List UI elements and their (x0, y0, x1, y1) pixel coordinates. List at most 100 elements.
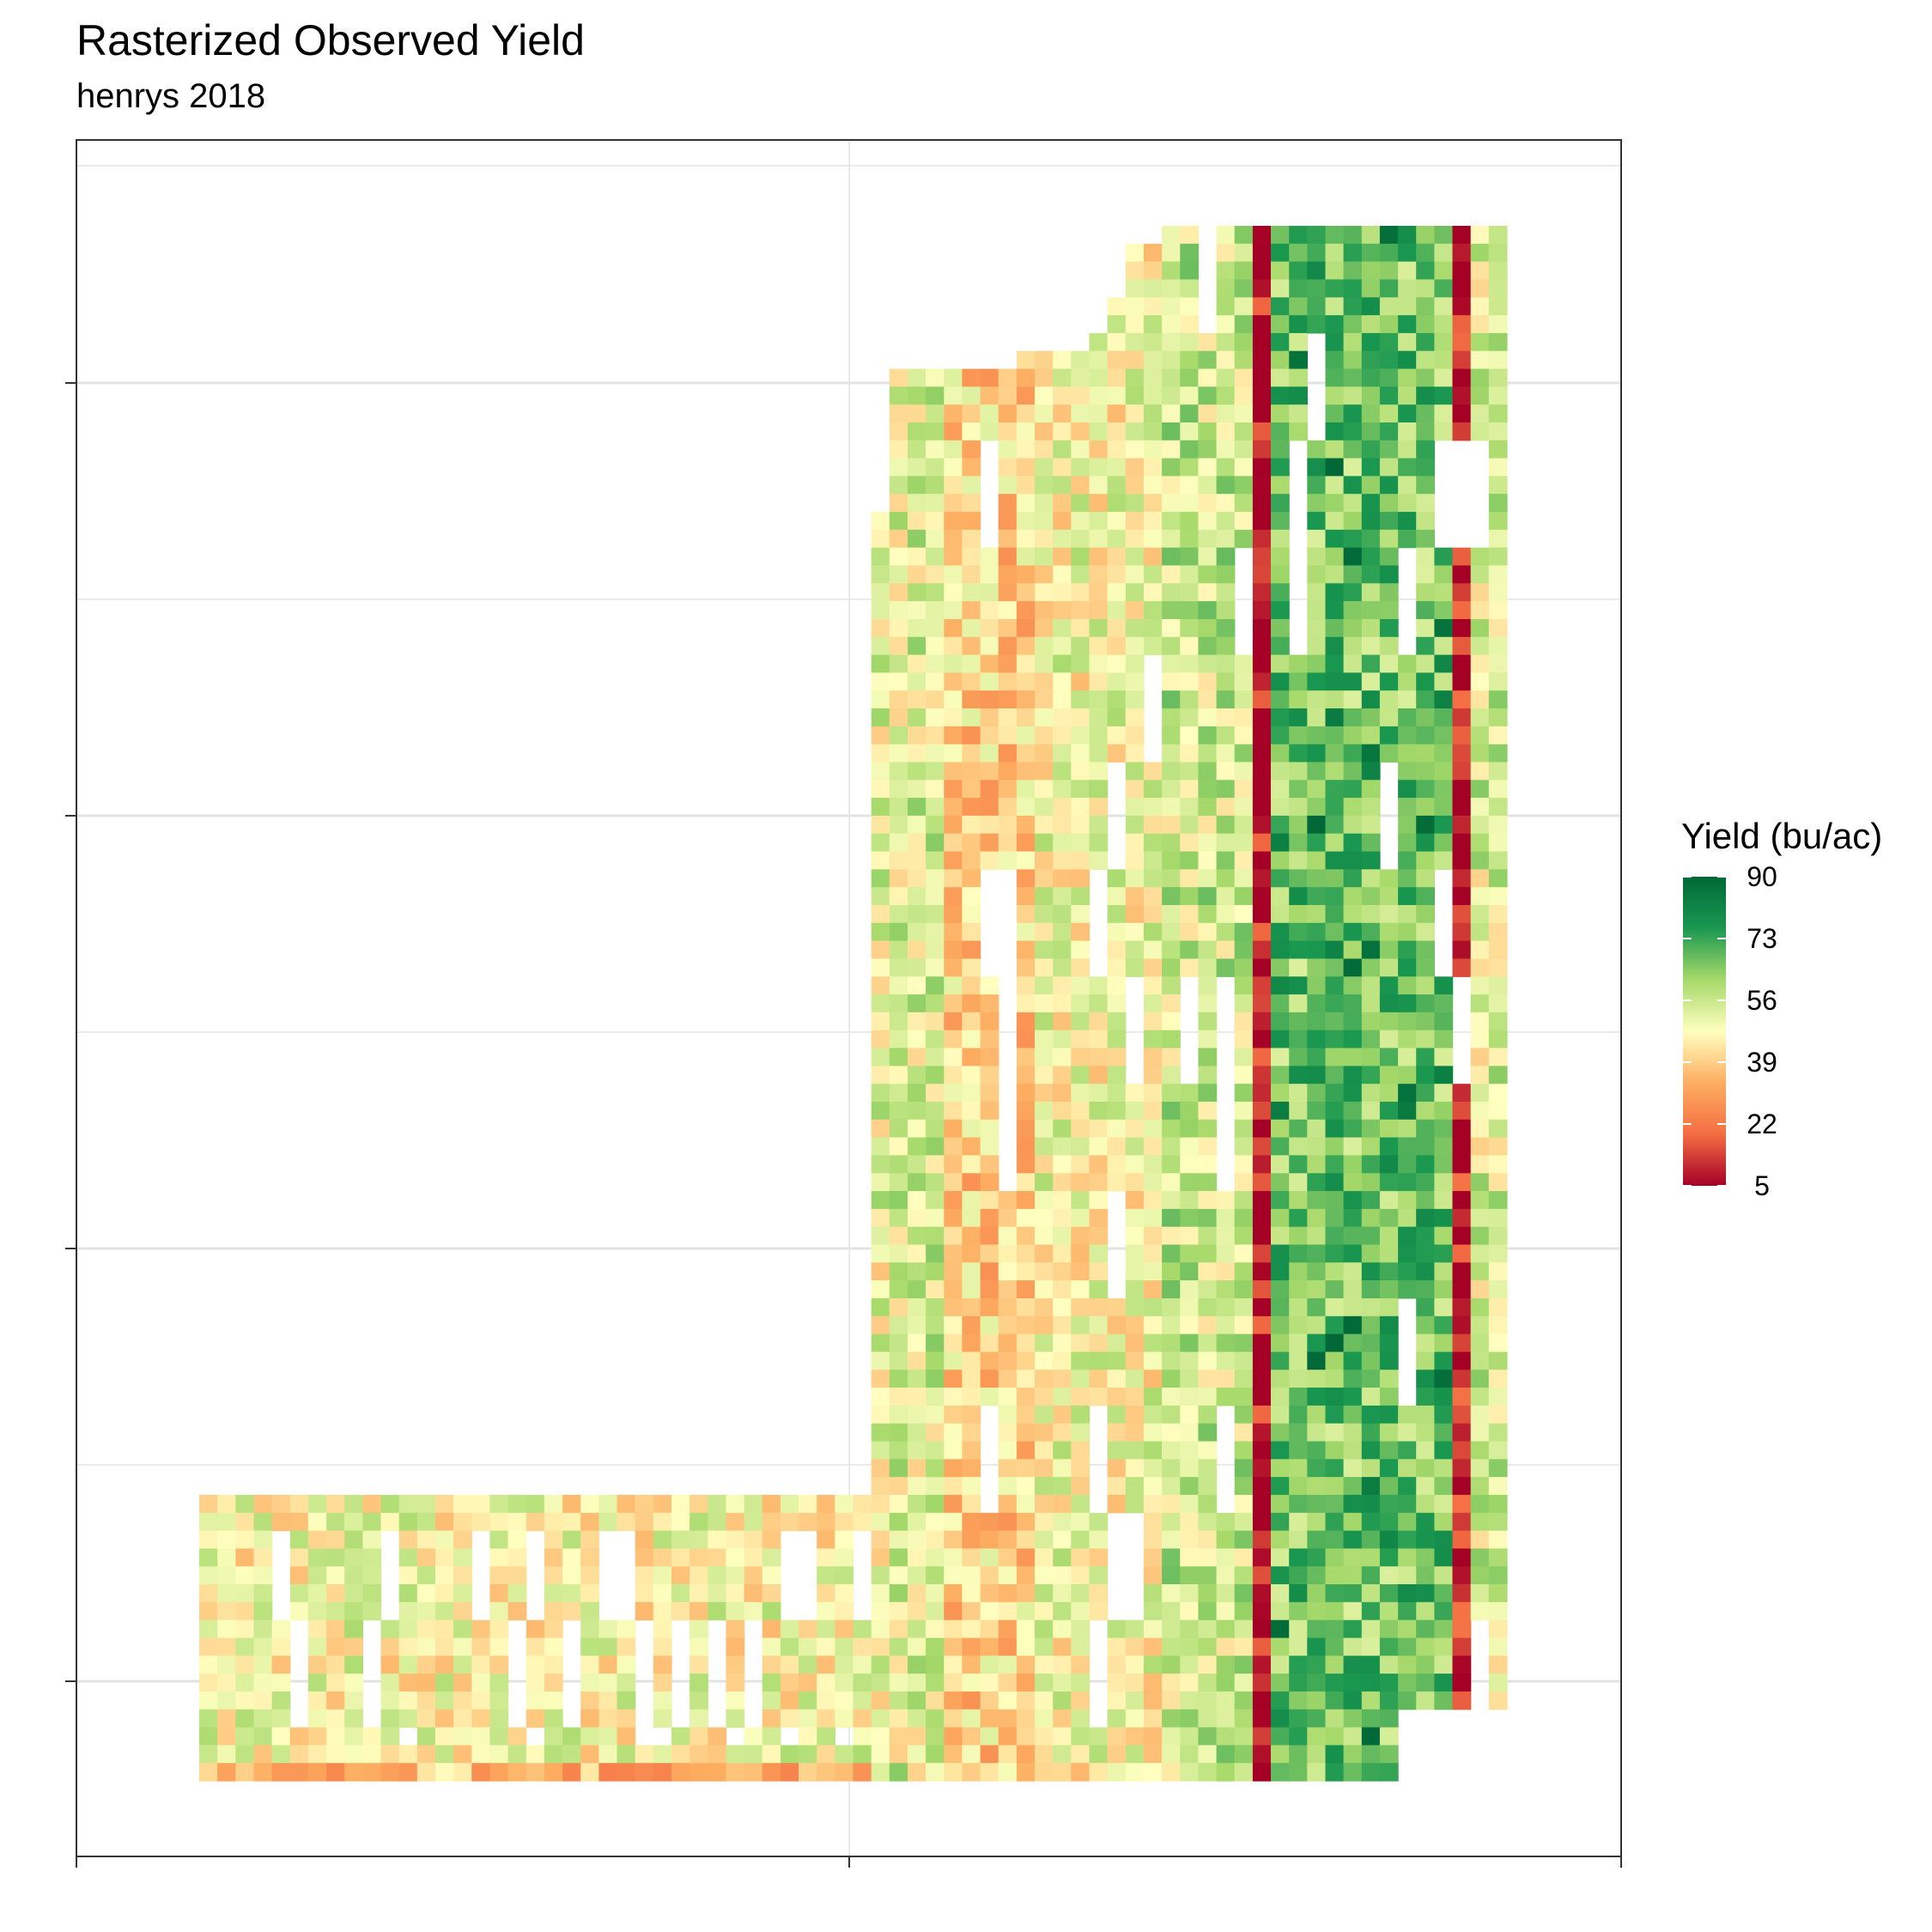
yield-tile (1143, 1405, 1163, 1425)
yield-tile (1107, 619, 1127, 638)
yield-tile (580, 1709, 599, 1728)
yield-tile (199, 1530, 218, 1549)
yield-tile (1107, 1102, 1127, 1121)
yield-tile (1216, 726, 1236, 745)
yield-tile (889, 905, 908, 924)
yield-tile (1398, 1405, 1417, 1425)
yield-tile (635, 1601, 654, 1621)
yield-tile (1125, 1191, 1145, 1210)
yield-tile (1234, 1137, 1254, 1156)
yield-tile (1162, 958, 1181, 977)
yield-tile (908, 1262, 927, 1281)
yield-tile (435, 1584, 454, 1603)
yield-tile (1416, 780, 1435, 799)
yield-tile (1143, 1619, 1163, 1639)
yield-tile (1071, 1066, 1091, 1084)
yield-tile (1125, 1674, 1145, 1692)
yield-tile (1361, 1423, 1381, 1443)
yield-tile (744, 1566, 763, 1585)
yield-tile (1198, 1405, 1218, 1425)
yield-tile (1325, 780, 1345, 799)
yield-tile (780, 1637, 799, 1656)
yield-tile (1143, 1601, 1163, 1621)
yield-tile (1488, 386, 1508, 405)
yield-tile (1016, 905, 1036, 924)
yield-tile (1053, 1601, 1072, 1621)
yield-tile (1035, 440, 1054, 459)
yield-tile (926, 798, 945, 817)
yield-tile (1325, 315, 1345, 334)
yield-tile (1089, 1066, 1109, 1084)
yield-tile (889, 708, 908, 727)
yield-tile (1016, 565, 1036, 584)
yield-tile (1107, 887, 1127, 906)
yield-tile (1089, 1084, 1109, 1103)
yield-tile (1252, 1512, 1272, 1532)
yield-tile (1125, 368, 1145, 387)
yield-tile (1307, 1191, 1327, 1210)
yield-tile (453, 1530, 472, 1549)
yield-tile (307, 1494, 327, 1514)
yield-tile (1234, 1226, 1254, 1246)
yield-tile (416, 1674, 436, 1692)
yield-tile (871, 1584, 890, 1603)
yield-tile (1271, 726, 1290, 745)
yield-tile (889, 1334, 908, 1352)
yield-tile (944, 1637, 963, 1656)
yield-tile (1434, 798, 1454, 817)
yield-tile (1216, 1530, 1236, 1549)
yield-tile (1198, 332, 1218, 352)
yield-tile (962, 1030, 981, 1049)
yield-tile (944, 1137, 963, 1156)
yield-tile (1398, 940, 1417, 959)
yield-tile (1016, 636, 1036, 656)
yield-tile (908, 1763, 927, 1782)
yield-tile (1379, 1262, 1399, 1281)
yield-tile (871, 1298, 890, 1317)
yield-tile (1125, 243, 1145, 263)
yield-tile (307, 1745, 327, 1764)
yield-tile (1343, 1477, 1363, 1496)
yield-tile (453, 1566, 472, 1585)
yield-tile (1053, 1352, 1072, 1370)
yield-tile (944, 1048, 963, 1066)
yield-tile (653, 1637, 672, 1656)
yield-tile (1089, 690, 1109, 709)
yield-tile (1107, 350, 1127, 370)
yield-tile (1361, 1512, 1381, 1532)
yield-tile (853, 1674, 872, 1692)
yield-tile (1216, 565, 1236, 584)
yield-tile (1143, 440, 1163, 459)
yield-tile (1379, 1119, 1399, 1139)
yield-tile (1053, 1530, 1072, 1549)
yield-tile (1107, 1173, 1127, 1192)
yield-tile (1434, 762, 1454, 781)
yield-tile (871, 1280, 890, 1299)
yield-tile (980, 1674, 999, 1692)
yield-tile (1143, 1102, 1163, 1121)
yield-tile (1162, 350, 1181, 370)
yield-tile (1452, 958, 1472, 977)
yield-tile (998, 1619, 1018, 1639)
yield-tile (1252, 279, 1272, 298)
yield-tile (944, 494, 963, 513)
yield-tile (1307, 1727, 1327, 1746)
yield-tile (1325, 976, 1345, 995)
yield-tile (1271, 851, 1290, 870)
yield-tile (944, 1334, 963, 1352)
yield-tile (1434, 1226, 1454, 1246)
yield-tile (1198, 1477, 1218, 1496)
yield-tile (1434, 1405, 1454, 1425)
yield-tile (944, 1102, 963, 1121)
yield-tile (1488, 440, 1508, 459)
yield-tile (1180, 672, 1200, 691)
yield-tile (1252, 672, 1272, 691)
yield-tile (1252, 708, 1272, 727)
yield-tile (1162, 1155, 1181, 1174)
yield-tile (1252, 1584, 1272, 1603)
yield-tile (1361, 1494, 1381, 1514)
yield-tile (1416, 1405, 1435, 1425)
yield-tile (762, 1566, 781, 1585)
yield-tile (1325, 690, 1345, 709)
yield-tile (926, 386, 945, 405)
